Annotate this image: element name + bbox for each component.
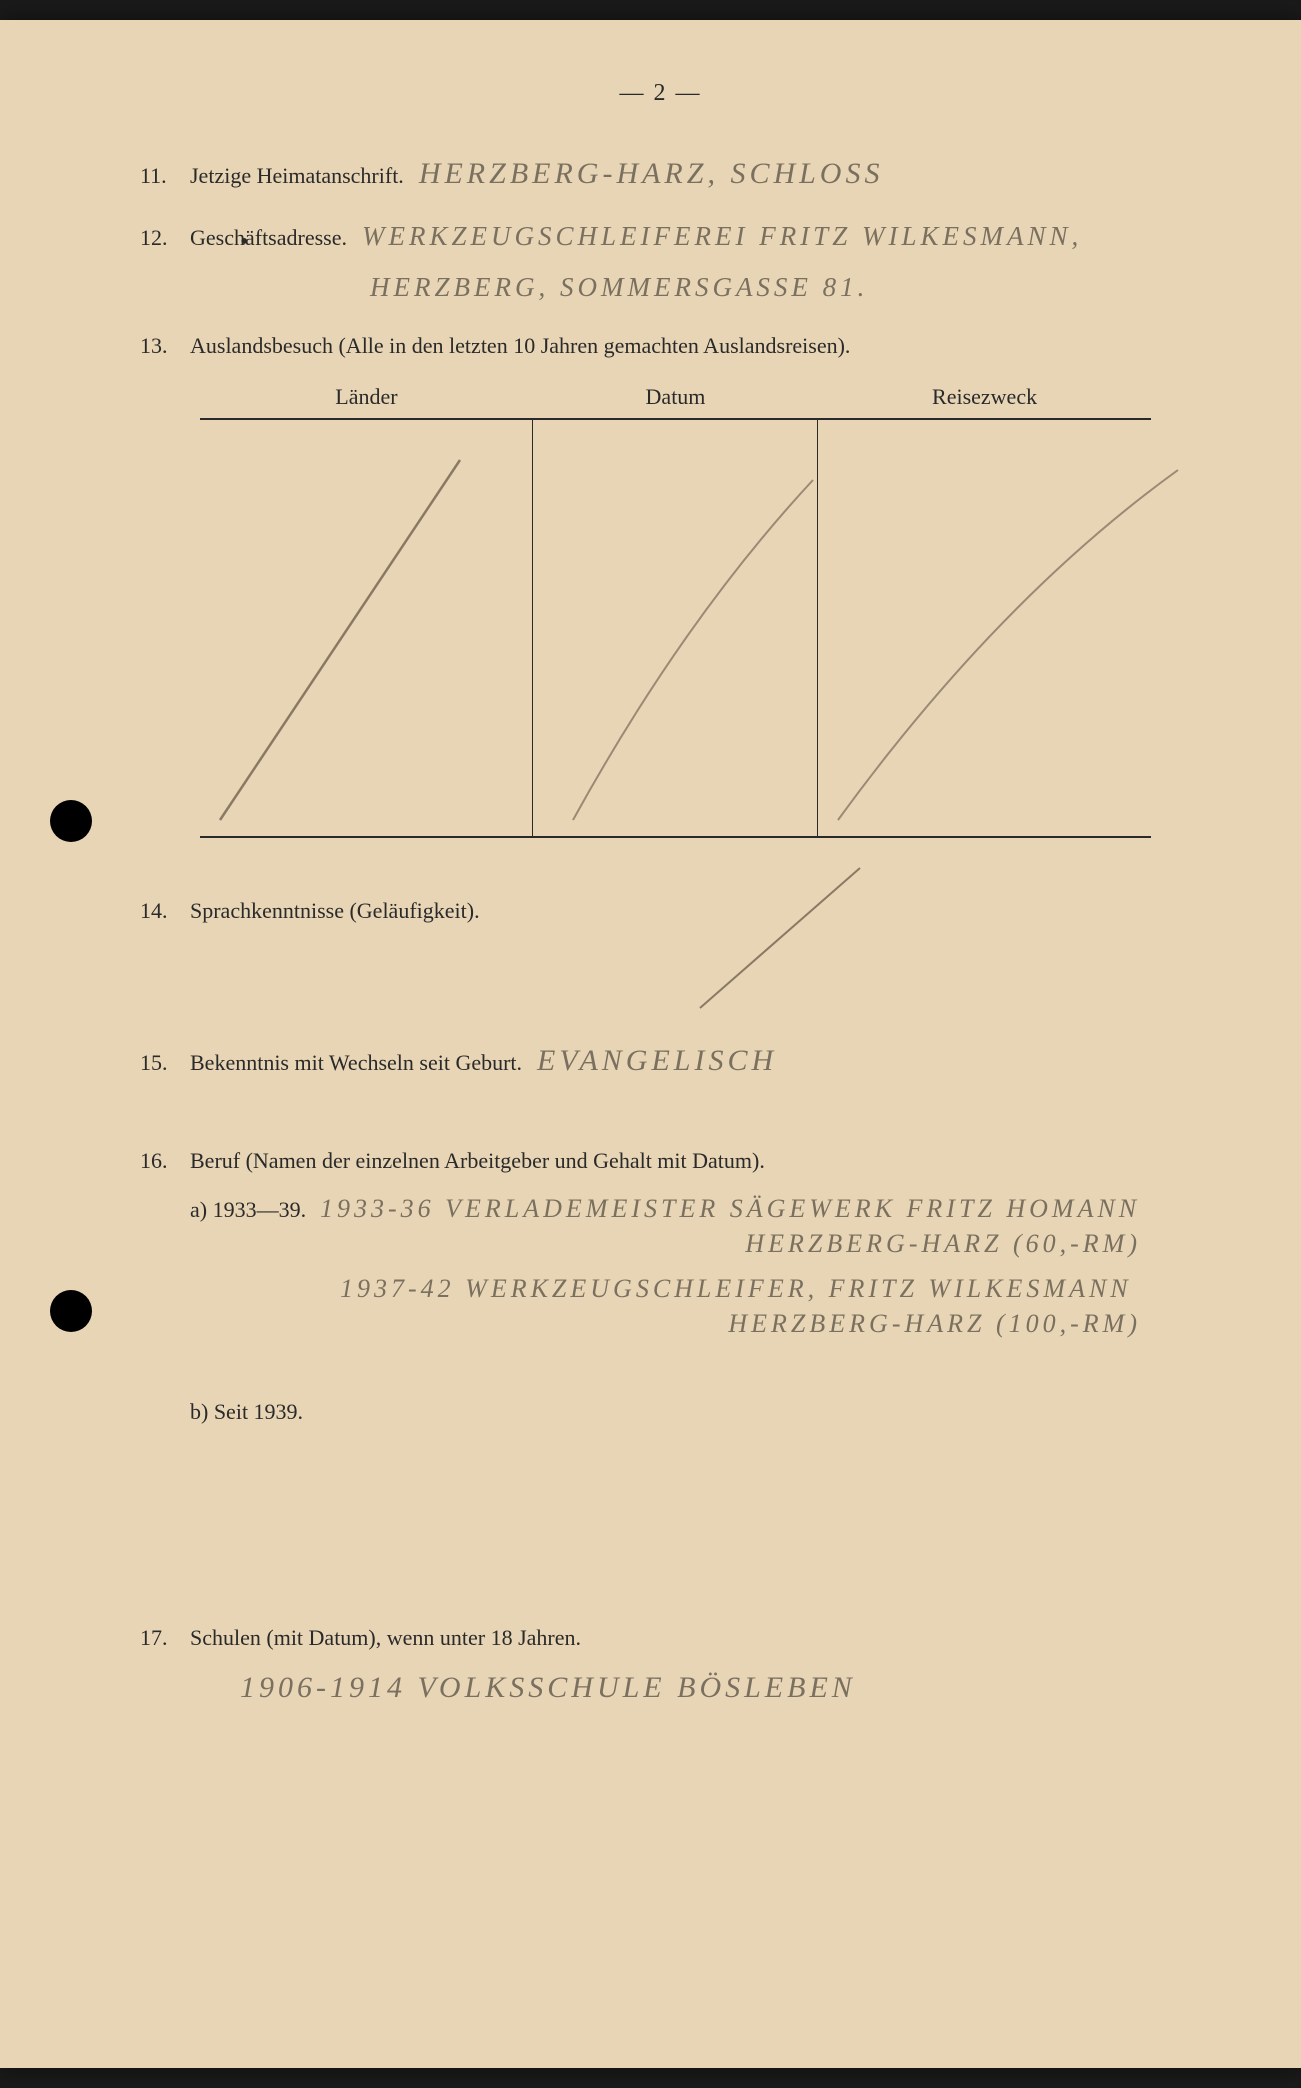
field-label: Beruf (Namen der einzelnen Arbeitgeber u… xyxy=(190,1148,765,1174)
document-page: — 2 — 11. Jetzige Heimatanschrift. HERZB… xyxy=(0,20,1301,2068)
field-number: 16. xyxy=(140,1148,190,1174)
field-number: 14. xyxy=(140,898,190,924)
strike-mark xyxy=(200,420,532,836)
handwritten-answer: HERZBERG-HARZ (100,-RM) xyxy=(140,1309,1141,1339)
field-label: Schulen (mit Datum), wenn unter 18 Jahre… xyxy=(190,1625,581,1651)
handwritten-answer: 1906-1914 VOLKSSCHULE BÖSLEBEN xyxy=(240,1671,1181,1705)
handwritten-answer: HERZBERG-HARZ (60,-RM) xyxy=(140,1229,1141,1259)
column-header-purpose: Reisezweck xyxy=(818,384,1151,410)
punch-hole xyxy=(50,800,92,842)
sub-label: b) Seit 1939. xyxy=(190,1399,320,1425)
question-16: 16. Beruf (Namen der einzelnen Arbeitgeb… xyxy=(140,1148,1181,1174)
field-label: Bekenntnis mit Wechseln seit Geburt. xyxy=(190,1050,522,1076)
table-column xyxy=(818,420,1151,836)
question-11: 11. Jetzige Heimatanschrift. HERZBERG-HA… xyxy=(140,157,1181,191)
table-header-row: Länder Datum Reisezweck xyxy=(200,384,1151,410)
field-label: Auslandsbesuch (Alle in den letzten 10 J… xyxy=(190,333,850,359)
column-header-countries: Länder xyxy=(200,384,533,410)
page-number: — 2 — xyxy=(140,80,1181,107)
question-16a: a) 1933—39. 1933-36 VERLADEMEISTER SÄGEW… xyxy=(190,1194,1181,1224)
table-body xyxy=(200,418,1151,838)
field-label: Sprachkenntnisse (Geläufigkeit). xyxy=(190,898,480,924)
question-16b: b) Seit 1939. xyxy=(190,1399,1181,1425)
sub-label: a) 1933—39. xyxy=(190,1197,320,1223)
question-12: 12. Geschäftsadresse. WERKZEUGSCHLEIFERE… xyxy=(140,221,1181,252)
handwritten-answer: WERKZEUGSCHLEIFEREI FRITZ WILKESMANN, xyxy=(362,221,1082,252)
strike-mark xyxy=(680,858,880,1018)
field-label: Jetzige Heimatanschrift. xyxy=(190,163,404,189)
strike-mark xyxy=(818,420,1151,836)
table-column xyxy=(200,420,533,836)
question-17: 17. Schulen (mit Datum), wenn unter 18 J… xyxy=(140,1625,1181,1651)
field-number: 17. xyxy=(140,1625,190,1651)
field-number: 13. xyxy=(140,333,190,359)
handwritten-answer: 1937-42 WERKZEUGSCHLEIFER, FRITZ WILKESM… xyxy=(340,1274,1181,1304)
handwritten-answer: HERZBERG-HARZ, SCHLOSS xyxy=(419,157,884,191)
handwritten-answer: 1933-36 VERLADEMEISTER SÄGEWERK FRITZ HO… xyxy=(320,1194,1140,1224)
question-13: 13. Auslandsbesuch (Alle in den letzten … xyxy=(140,333,1181,359)
field-number: 12. xyxy=(140,225,190,251)
handwritten-answer: HERZBERG, SOMMERSGASSE 81. xyxy=(370,272,1181,303)
question-15: 15. Bekenntnis mit Wechseln seit Geburt.… xyxy=(140,1044,1181,1078)
punch-hole xyxy=(50,1290,92,1332)
field-number: 11. xyxy=(140,163,190,189)
handwritten-answer: EVANGELISCH xyxy=(537,1044,777,1078)
field-number: 15. xyxy=(140,1050,190,1076)
table-column xyxy=(533,420,818,836)
field-label: Geschäftsadresse. xyxy=(190,225,347,251)
question-14: 14. Sprachkenntnisse (Geläufigkeit). xyxy=(140,898,1181,924)
travel-table: Länder Datum Reisezweck xyxy=(200,384,1151,838)
strike-mark xyxy=(533,420,817,836)
bullet-dot: • xyxy=(240,229,248,256)
column-header-date: Datum xyxy=(533,384,818,410)
